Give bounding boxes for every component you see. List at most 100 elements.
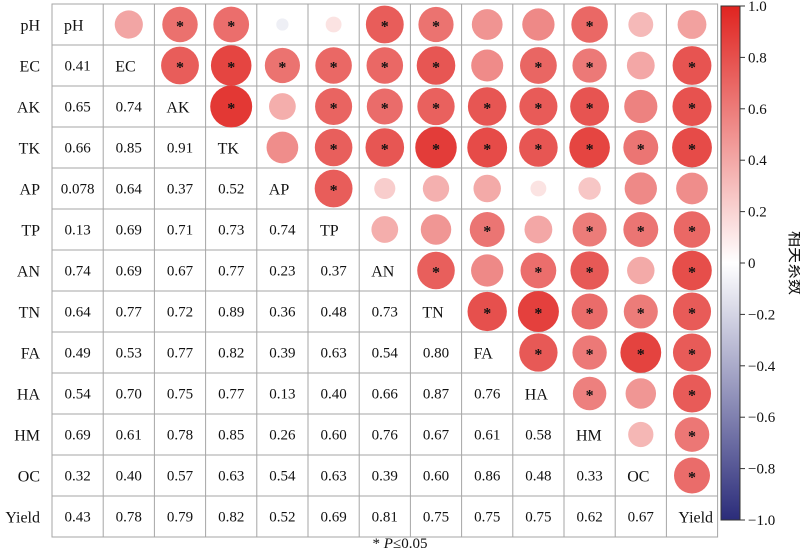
value-label: 0.43: [64, 510, 90, 526]
value-label: 0.77: [116, 305, 143, 321]
value-label: 0.48: [525, 469, 551, 485]
correlation-circle: [572, 376, 607, 411]
correlation-circle: [626, 51, 655, 80]
significance-star: *: [586, 101, 594, 118]
significance-star: *: [432, 142, 440, 159]
correlation-circle: [422, 175, 450, 202]
significance-star: *: [688, 265, 696, 282]
value-label: 0.89: [218, 305, 244, 321]
correlation-circle: [628, 421, 654, 448]
significance-star: *: [534, 265, 542, 282]
value-label: 0.77: [218, 387, 245, 403]
significance-star: *: [534, 60, 542, 77]
value-label: 0.37: [167, 182, 194, 198]
significance-star: *: [381, 60, 389, 77]
colorbar: [720, 5, 741, 521]
value-label: 0.60: [423, 469, 449, 485]
correlation-circle: [570, 251, 609, 290]
correlation-circle: [417, 87, 455, 126]
row-label: FA: [21, 346, 41, 363]
correlation-circle: [628, 12, 654, 37]
value-label: 0.13: [269, 387, 295, 403]
correlation-circle: [524, 215, 553, 244]
significance-star: *: [534, 101, 542, 118]
colorbar-tick-label: 0: [748, 256, 756, 272]
row-label: AK: [17, 100, 41, 117]
significance-star: *: [688, 388, 696, 405]
diagonal-label: pH: [64, 18, 84, 35]
value-label: 0.58: [525, 428, 551, 444]
correlation-circle: [315, 87, 353, 126]
correlation-circle: [315, 47, 352, 84]
significance-star: *: [586, 388, 594, 405]
significance-star: *: [483, 224, 491, 241]
colorbar-tick-label: −0.4: [748, 359, 776, 375]
value-label: 0.32: [64, 469, 90, 485]
correlation-circle: [276, 18, 289, 31]
correlation-circle: [420, 214, 452, 245]
value-label: 0.61: [116, 428, 142, 444]
value-label: 0.82: [218, 346, 244, 362]
value-label: 0.74: [64, 264, 91, 280]
row-label: OC: [18, 469, 40, 486]
significance-star: *: [432, 101, 440, 118]
correlation-circle: [676, 172, 708, 205]
significance-star: *: [688, 101, 696, 118]
row-label: TN: [19, 305, 41, 322]
correlation-circle: [570, 87, 610, 126]
value-label: 0.74: [269, 223, 296, 239]
value-label: 0.64: [64, 305, 91, 321]
correlation-circle: [673, 211, 711, 248]
value-label: 0.69: [116, 223, 142, 239]
correlation-circle: [530, 180, 547, 197]
correlation-circle: [314, 128, 353, 167]
correlation-circle: [672, 86, 712, 127]
diagonal-label: TK: [218, 141, 240, 158]
value-label: 0.23: [269, 264, 295, 280]
value-label: 0.78: [116, 510, 142, 526]
value-label: 0.66: [372, 387, 399, 403]
value-label: 0.49: [64, 346, 90, 362]
value-label: 0.13: [64, 223, 90, 239]
correlation-circle: [520, 252, 557, 289]
value-label: 0.52: [269, 510, 295, 526]
value-label: 0.53: [116, 346, 142, 362]
value-label: 0.57: [167, 469, 194, 485]
correlation-circle: [673, 457, 711, 494]
significance-star: *: [688, 142, 696, 159]
value-label: 0.79: [167, 510, 193, 526]
correlation-circle: [161, 46, 199, 85]
significance-footnote: * P≤0.05: [372, 536, 428, 552]
value-label: 0.76: [474, 387, 501, 403]
correlation-circle: [519, 333, 558, 372]
value-label: 0.78: [167, 428, 193, 444]
correlation-circle: [519, 128, 558, 167]
colorbar-tick-label: 1.0: [748, 0, 767, 15]
value-label: 0.36: [269, 305, 296, 321]
significance-star: *: [227, 19, 235, 36]
diagonal-label: TP: [320, 223, 339, 240]
significance-star: *: [688, 306, 696, 323]
row-label: TP: [21, 223, 40, 240]
correlation-circle: [624, 89, 658, 124]
correlation-circle: [473, 174, 501, 203]
significance-star: *: [637, 306, 645, 323]
correlation-circle: [366, 47, 404, 84]
value-label: 0.75: [167, 387, 193, 403]
correlation-circle: [578, 177, 601, 200]
value-label: 0.86: [474, 469, 501, 485]
significance-star: *: [586, 347, 594, 364]
correlation-circle: [572, 212, 607, 247]
value-label: 0.39: [372, 469, 398, 485]
value-label: 0.69: [320, 510, 346, 526]
row-label: TK: [19, 141, 41, 158]
correlation-circle: [471, 49, 504, 82]
correlation-circle: [627, 256, 655, 285]
diagonal-label: AN: [371, 264, 395, 281]
significance-star: *: [534, 347, 542, 364]
value-label: 0.54: [269, 469, 296, 485]
value-label: 0.70: [116, 387, 142, 403]
value-label: 0.80: [423, 346, 449, 362]
row-label: pH: [20, 18, 40, 35]
row-label: AP: [20, 182, 41, 199]
